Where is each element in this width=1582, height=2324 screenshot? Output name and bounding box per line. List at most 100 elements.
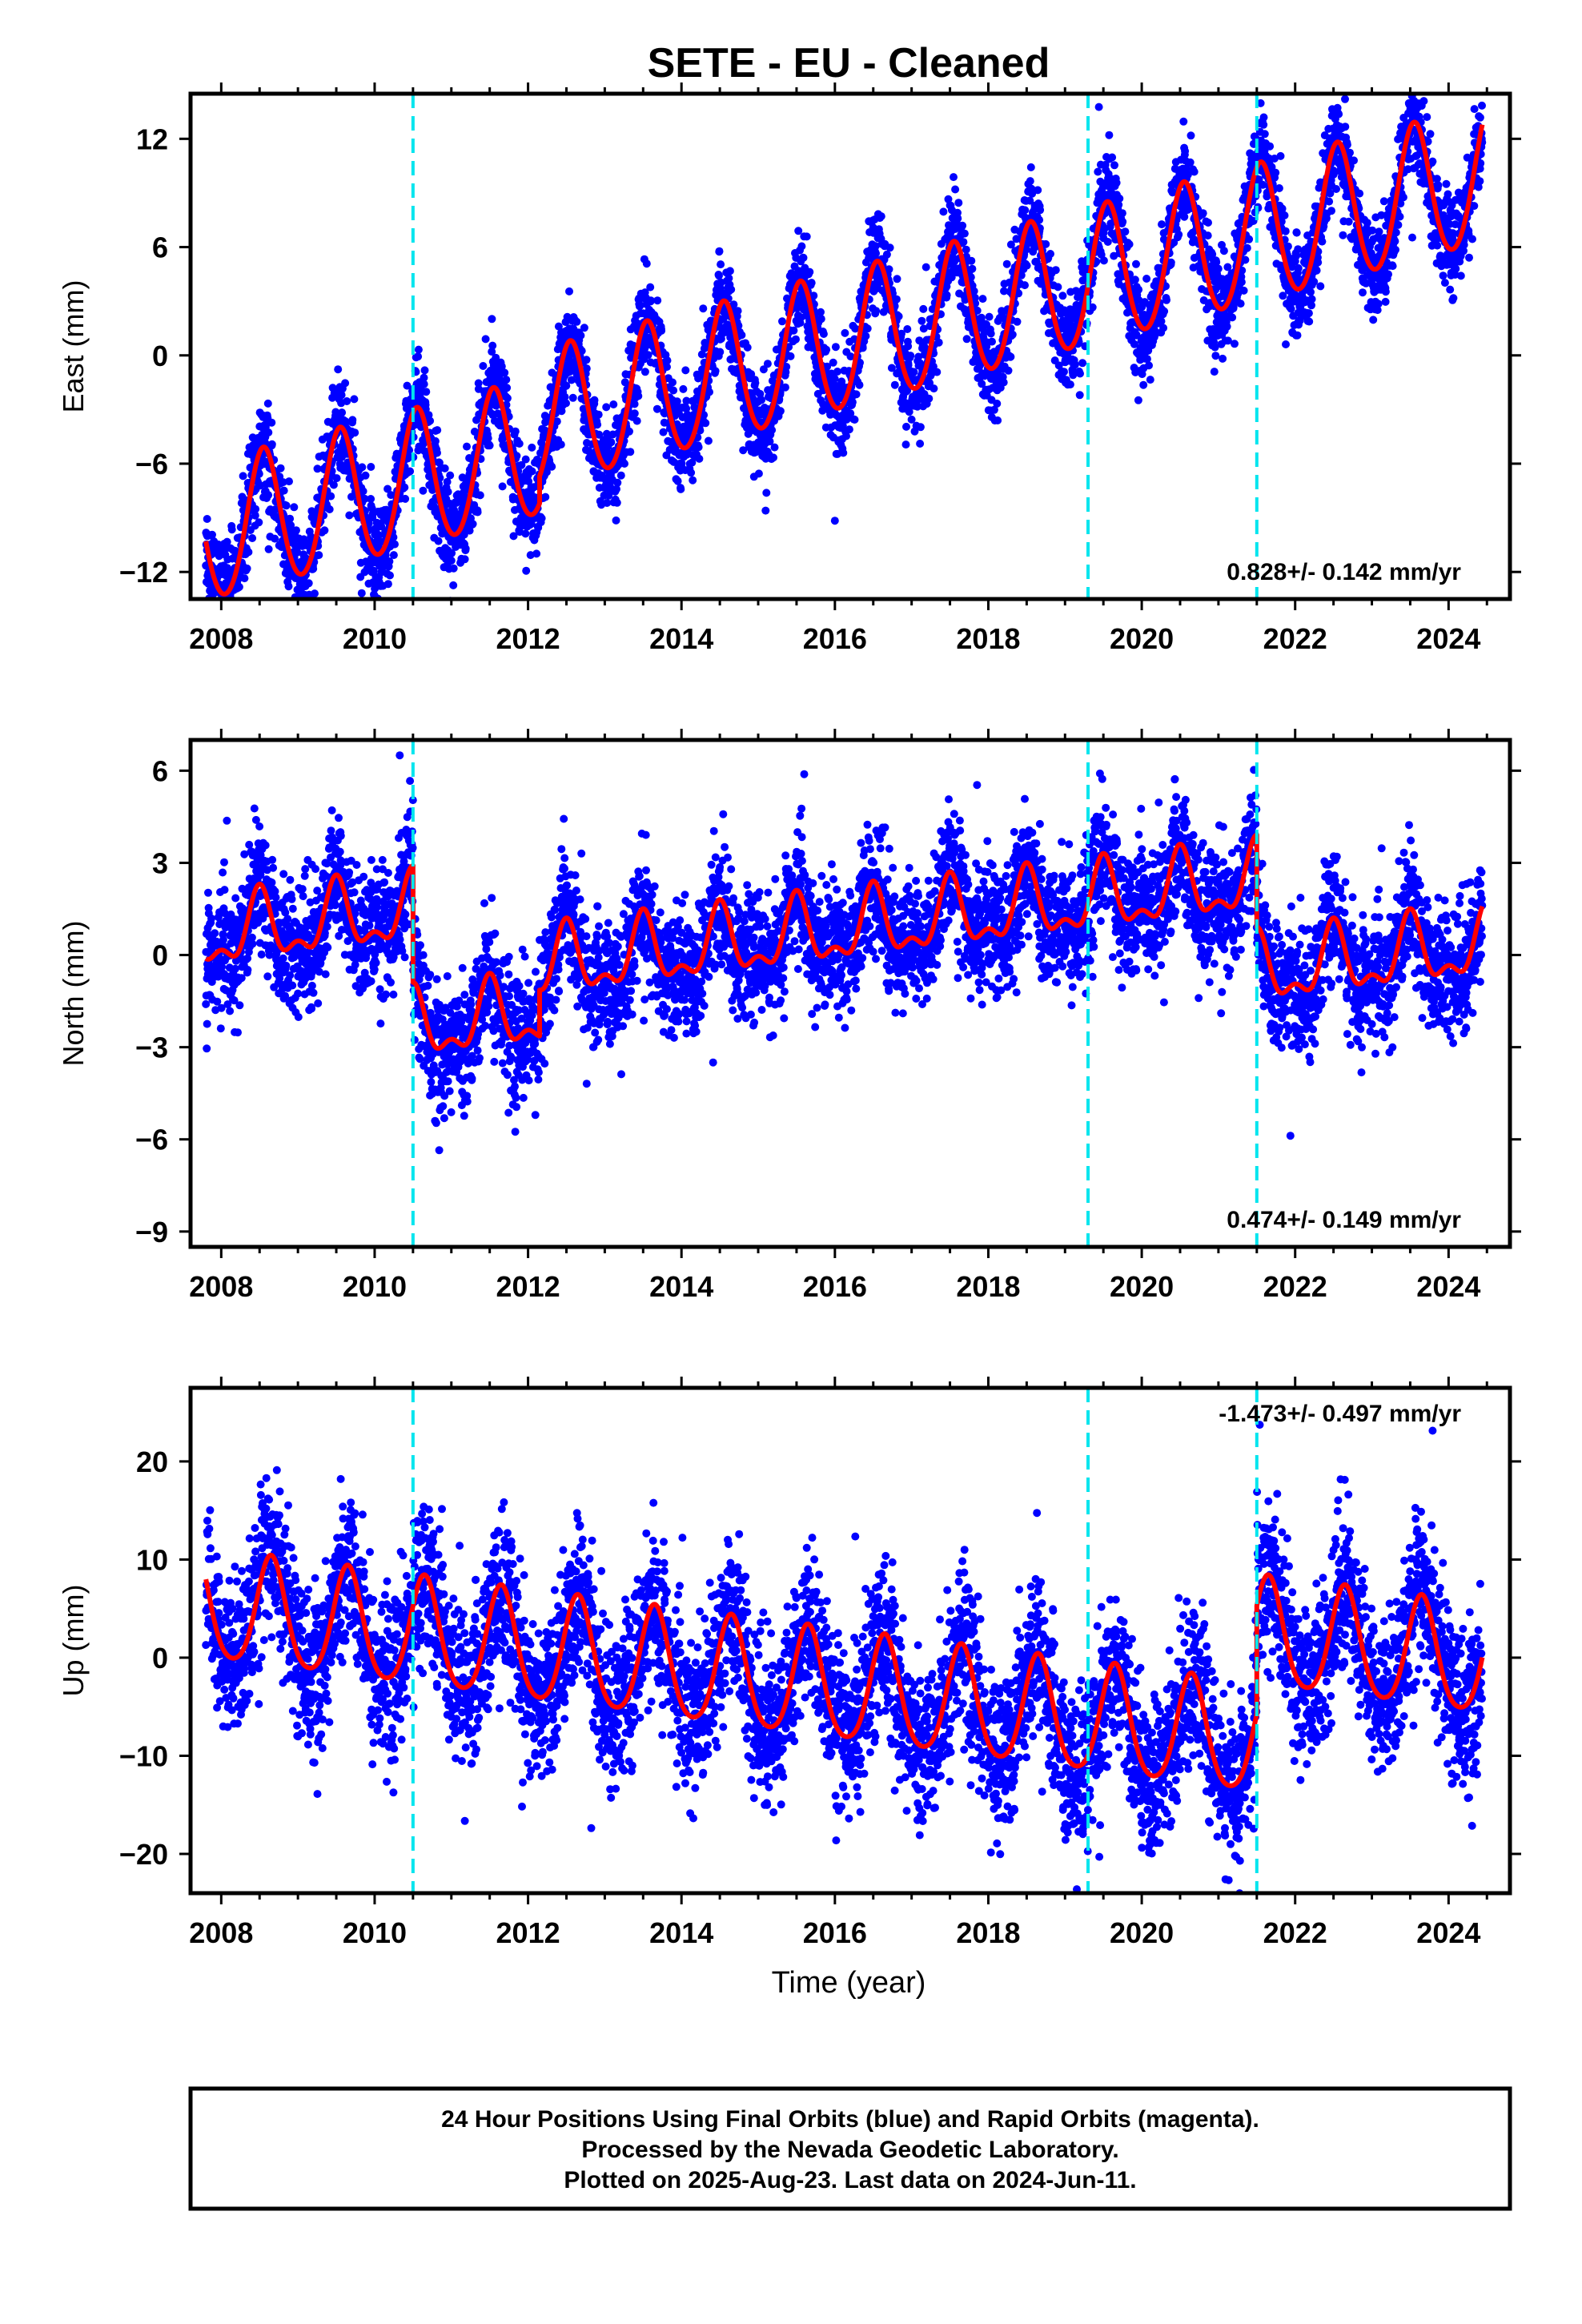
data-point	[1130, 275, 1139, 284]
data-point	[663, 363, 671, 372]
data-point	[332, 474, 341, 483]
data-point	[383, 485, 392, 493]
data-point	[711, 367, 720, 376]
data-point	[1186, 131, 1195, 140]
data-point	[521, 455, 530, 464]
data-point	[414, 345, 423, 354]
data-point	[285, 477, 293, 486]
data-point	[1204, 219, 1212, 227]
data-point	[385, 557, 394, 565]
data-point	[400, 483, 409, 492]
data-point	[978, 380, 986, 388]
data-point	[960, 229, 969, 238]
data-point	[264, 428, 273, 436]
data-point	[988, 337, 996, 346]
data-point	[304, 579, 313, 588]
data-point	[925, 394, 934, 403]
data-point	[830, 517, 839, 525]
data-point	[358, 463, 367, 472]
data-point	[1004, 366, 1013, 375]
data-point	[1008, 330, 1017, 339]
data-point	[776, 407, 785, 416]
data-point	[1307, 287, 1315, 296]
data-point	[1280, 211, 1289, 219]
data-point	[251, 505, 260, 513]
data-point	[871, 242, 880, 251]
data-point	[282, 501, 291, 510]
data-point	[669, 386, 678, 395]
data-point	[677, 485, 685, 493]
data-point	[465, 526, 474, 535]
data-point	[212, 607, 220, 615]
data-point	[933, 368, 942, 376]
data-point	[704, 436, 713, 445]
data-point	[500, 368, 509, 377]
data-point	[612, 498, 621, 507]
data-point	[1316, 282, 1325, 291]
data-point	[602, 403, 611, 412]
data-point	[903, 386, 912, 395]
data-point	[528, 467, 536, 476]
data-point	[625, 427, 633, 436]
data-point	[1066, 380, 1074, 389]
data-point	[769, 453, 777, 462]
data-point	[509, 532, 518, 541]
data-point	[781, 383, 789, 392]
data-point	[239, 472, 247, 480]
data-point	[879, 308, 888, 316]
data-point	[809, 292, 818, 300]
data-point	[1203, 231, 1212, 240]
data-point	[1134, 396, 1142, 404]
data-point	[872, 307, 881, 316]
data-point	[689, 476, 697, 485]
data-point	[1305, 317, 1314, 326]
data-point	[954, 199, 963, 207]
data-point	[1259, 120, 1268, 129]
data-point	[449, 564, 458, 573]
data-point	[701, 419, 710, 428]
data-point	[433, 448, 441, 457]
data-point	[830, 374, 839, 383]
data-point	[444, 488, 452, 497]
data-point	[488, 341, 497, 350]
data-point	[582, 356, 591, 364]
data-point	[367, 463, 375, 471]
data-point	[287, 521, 295, 529]
data-point	[1214, 264, 1223, 273]
data-point	[497, 362, 506, 371]
data-point	[383, 580, 392, 589]
data-point	[1174, 230, 1183, 239]
data-point	[1021, 281, 1029, 290]
data-point	[882, 250, 891, 259]
data-point	[751, 379, 760, 388]
data-point	[492, 353, 500, 362]
data-point	[224, 608, 232, 616]
data-point	[1241, 255, 1250, 264]
data-point	[460, 555, 469, 564]
data-point	[851, 324, 860, 333]
data-point	[303, 606, 311, 614]
data-point	[315, 551, 323, 560]
data-point	[452, 499, 460, 508]
data-point	[939, 207, 948, 216]
data-point	[311, 589, 319, 598]
data-point	[947, 273, 956, 282]
data-point	[657, 327, 666, 335]
data-point	[1006, 352, 1015, 361]
data-point	[916, 440, 925, 448]
data-point	[716, 348, 725, 356]
data-point	[1219, 354, 1227, 363]
data-point	[341, 379, 350, 388]
data-point	[401, 494, 410, 503]
data-point	[207, 601, 215, 609]
data-point	[609, 400, 618, 408]
data-point	[1134, 285, 1143, 294]
data-point	[985, 312, 994, 321]
data-point	[440, 464, 449, 472]
data-point	[267, 440, 276, 448]
data-point	[841, 328, 849, 337]
data-point	[235, 582, 243, 591]
data-point	[576, 331, 585, 340]
data-point	[263, 399, 272, 408]
data-point	[951, 185, 960, 194]
